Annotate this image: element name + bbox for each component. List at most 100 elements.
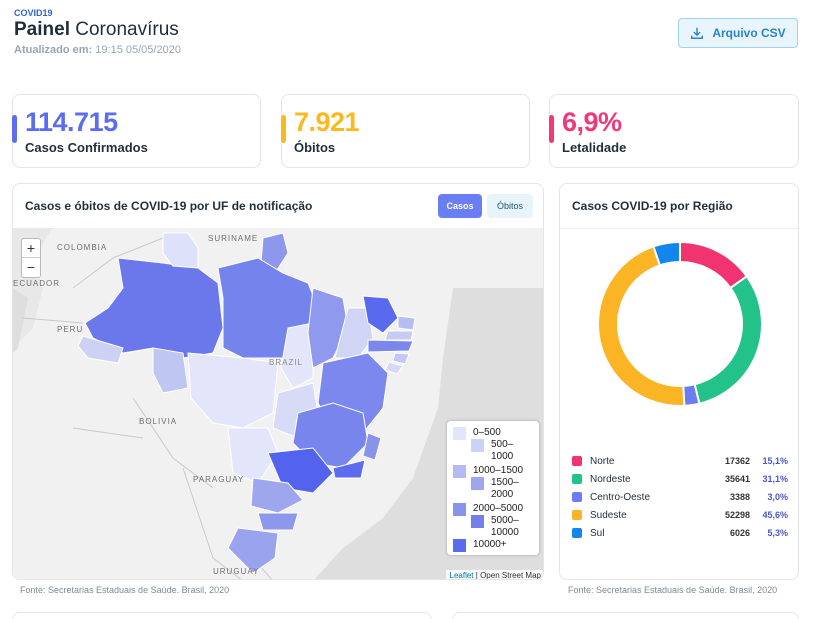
kpi-label-confirmed: Casos Confirmados: [25, 140, 148, 155]
map-title: Casos e óbitos de COVID-19 por UF de not…: [25, 199, 313, 213]
zoom-out-button[interactable]: −: [26, 259, 36, 275]
divider: [560, 228, 798, 229]
legend-item: 500–1000: [471, 439, 523, 463]
toggle-deaths-button[interactable]: Óbitos: [487, 194, 533, 218]
region-cases: 17362: [724, 456, 750, 466]
donut-slice-sudeste[interactable]: [597, 245, 686, 407]
legend-swatch: [453, 465, 466, 478]
region-percent: 5,3%: [767, 528, 788, 538]
page-title: Painel Coronavírus: [14, 19, 179, 41]
kpi-label-deaths: Óbitos: [294, 140, 336, 155]
kpi-label-lethality: Letalidade: [562, 140, 627, 155]
region-cases: 35641: [724, 474, 750, 484]
state-pb: [384, 330, 414, 341]
updated-label: Atualizado em:: [14, 44, 93, 56]
legend-item: 10000+: [453, 539, 525, 552]
region-row-norte: Norte 17362 15,1%: [572, 453, 788, 469]
next-card-right: [452, 612, 799, 619]
state-pe: [367, 339, 414, 353]
download-csv-button[interactable]: Arquivo CSV: [678, 18, 798, 48]
label-brazil: BRAZIL: [269, 358, 303, 367]
legend-item: 1500–2000: [471, 477, 531, 501]
kpi-card-lethality: 6,9% Letalidade: [549, 94, 799, 168]
region-color-swatch: [572, 474, 582, 484]
region-percent: 3,0%: [767, 492, 788, 502]
download-csv-label: Arquivo CSV: [712, 26, 786, 40]
donut-slice-norte[interactable]: [679, 240, 749, 290]
region-name: Sul: [590, 527, 605, 539]
zoom-in-button[interactable]: +: [22, 239, 40, 258]
regions-title: Casos COVID-19 por Região: [572, 199, 733, 213]
state-ap: [260, 232, 289, 274]
ocean-left: [13, 288, 28, 353]
title-bold: Painel: [14, 19, 70, 40]
kpi-value-deaths: 7.921: [294, 107, 360, 137]
app-tag: COVID19: [14, 8, 53, 18]
region-row-centro-oeste: Centro-Oeste 3388 3,0%: [572, 489, 788, 505]
download-icon: [691, 27, 704, 39]
region-name: Norte: [590, 455, 615, 467]
legend-item: 2000–5000: [453, 503, 525, 516]
legend-item: 0–500: [453, 427, 525, 440]
choropleth-map[interactable]: SURINAME COLOMBIA ECUADOR PERU BRAZIL BO…: [13, 228, 543, 580]
legend-item: 5000–10000: [471, 515, 531, 539]
toggle-cases-button[interactable]: Casos: [438, 194, 482, 218]
next-card-left: [12, 612, 432, 619]
state-ro: [152, 347, 189, 394]
leaflet-link[interactable]: Leaflet: [449, 571, 474, 580]
map-legend: 0–500 500–1000 1000–1500 1500–2000 2000–…: [447, 421, 539, 555]
region-name: Centro-Oeste: [590, 491, 651, 503]
legend-label: 2000–5000: [473, 503, 524, 514]
region-color-swatch: [572, 510, 582, 520]
state-ce: [362, 295, 399, 334]
state-rn: [397, 315, 416, 331]
kpi-value-confirmed: 114.715: [25, 107, 118, 137]
state-ac: [77, 335, 124, 364]
region-name: Sudeste: [590, 509, 627, 521]
regions-card: Casos COVID-19 por Região Norte 17362 15,1…: [559, 183, 799, 580]
osm-attribution[interactable]: | Open Street Map: [475, 571, 541, 580]
state-mt: [187, 352, 279, 429]
state-rs: [227, 527, 279, 574]
donut-slice-sul[interactable]: [652, 240, 681, 267]
legend-swatch: [453, 427, 466, 440]
state-rr: [162, 232, 199, 269]
region-percent: 31,1%: [762, 474, 788, 484]
region-percent: 45,6%: [762, 510, 788, 520]
legend-swatch: [471, 477, 484, 490]
region-row-sudeste: Sudeste 52298 45,6%: [572, 507, 788, 523]
legend-swatch: [453, 503, 466, 516]
legend-swatch: [471, 439, 484, 452]
region-row-nordeste: Nordeste 35641 31,1%: [572, 471, 788, 487]
label-uruguay: URUGUAY: [213, 567, 259, 576]
legend-label: 500–1000: [491, 439, 514, 462]
state-ms: [227, 427, 279, 484]
map-source-note: Fonte: Secretarias Estaduais de Saúde. B…: [20, 585, 230, 595]
state-se: [384, 361, 404, 375]
state-al: [392, 352, 410, 365]
region-name: Nordeste: [590, 473, 631, 485]
country-borders: [22, 237, 272, 579]
title-rest: Coronavírus: [75, 19, 179, 40]
map-zoom-control: + −: [21, 238, 41, 278]
region-color-swatch: [572, 456, 582, 466]
legend-label: 10000+: [473, 539, 507, 550]
region-color-swatch: [572, 528, 582, 538]
legend-label: 0–500: [473, 427, 501, 438]
legend-swatch: [453, 539, 466, 552]
state-rj: [332, 459, 366, 479]
map-attribution: Leaflet | Open Street Map: [445, 570, 543, 580]
updated-timestamp: Atualizado em: 19:15 05/05/2020: [14, 44, 181, 56]
kpi-card-deaths: 7.921 Óbitos: [281, 94, 530, 168]
state-pr: [250, 477, 304, 514]
map-card: Casos e óbitos de COVID-19 por UF de not…: [12, 183, 544, 580]
label-ecuador: ECUADOR: [13, 279, 60, 288]
label-colombia: COLOMBIA: [57, 243, 107, 252]
donut-slice-nordeste[interactable]: [693, 274, 763, 405]
legend-label: 5000–10000: [491, 515, 519, 538]
state-sc: [257, 512, 299, 531]
region-cases: 6026: [729, 528, 750, 538]
kpi-value-lethality: 6,9%: [562, 107, 622, 137]
map-canvas: SURINAME COLOMBIA ECUADOR PERU BRAZIL BO…: [13, 228, 543, 579]
legend-swatch: [471, 515, 484, 528]
